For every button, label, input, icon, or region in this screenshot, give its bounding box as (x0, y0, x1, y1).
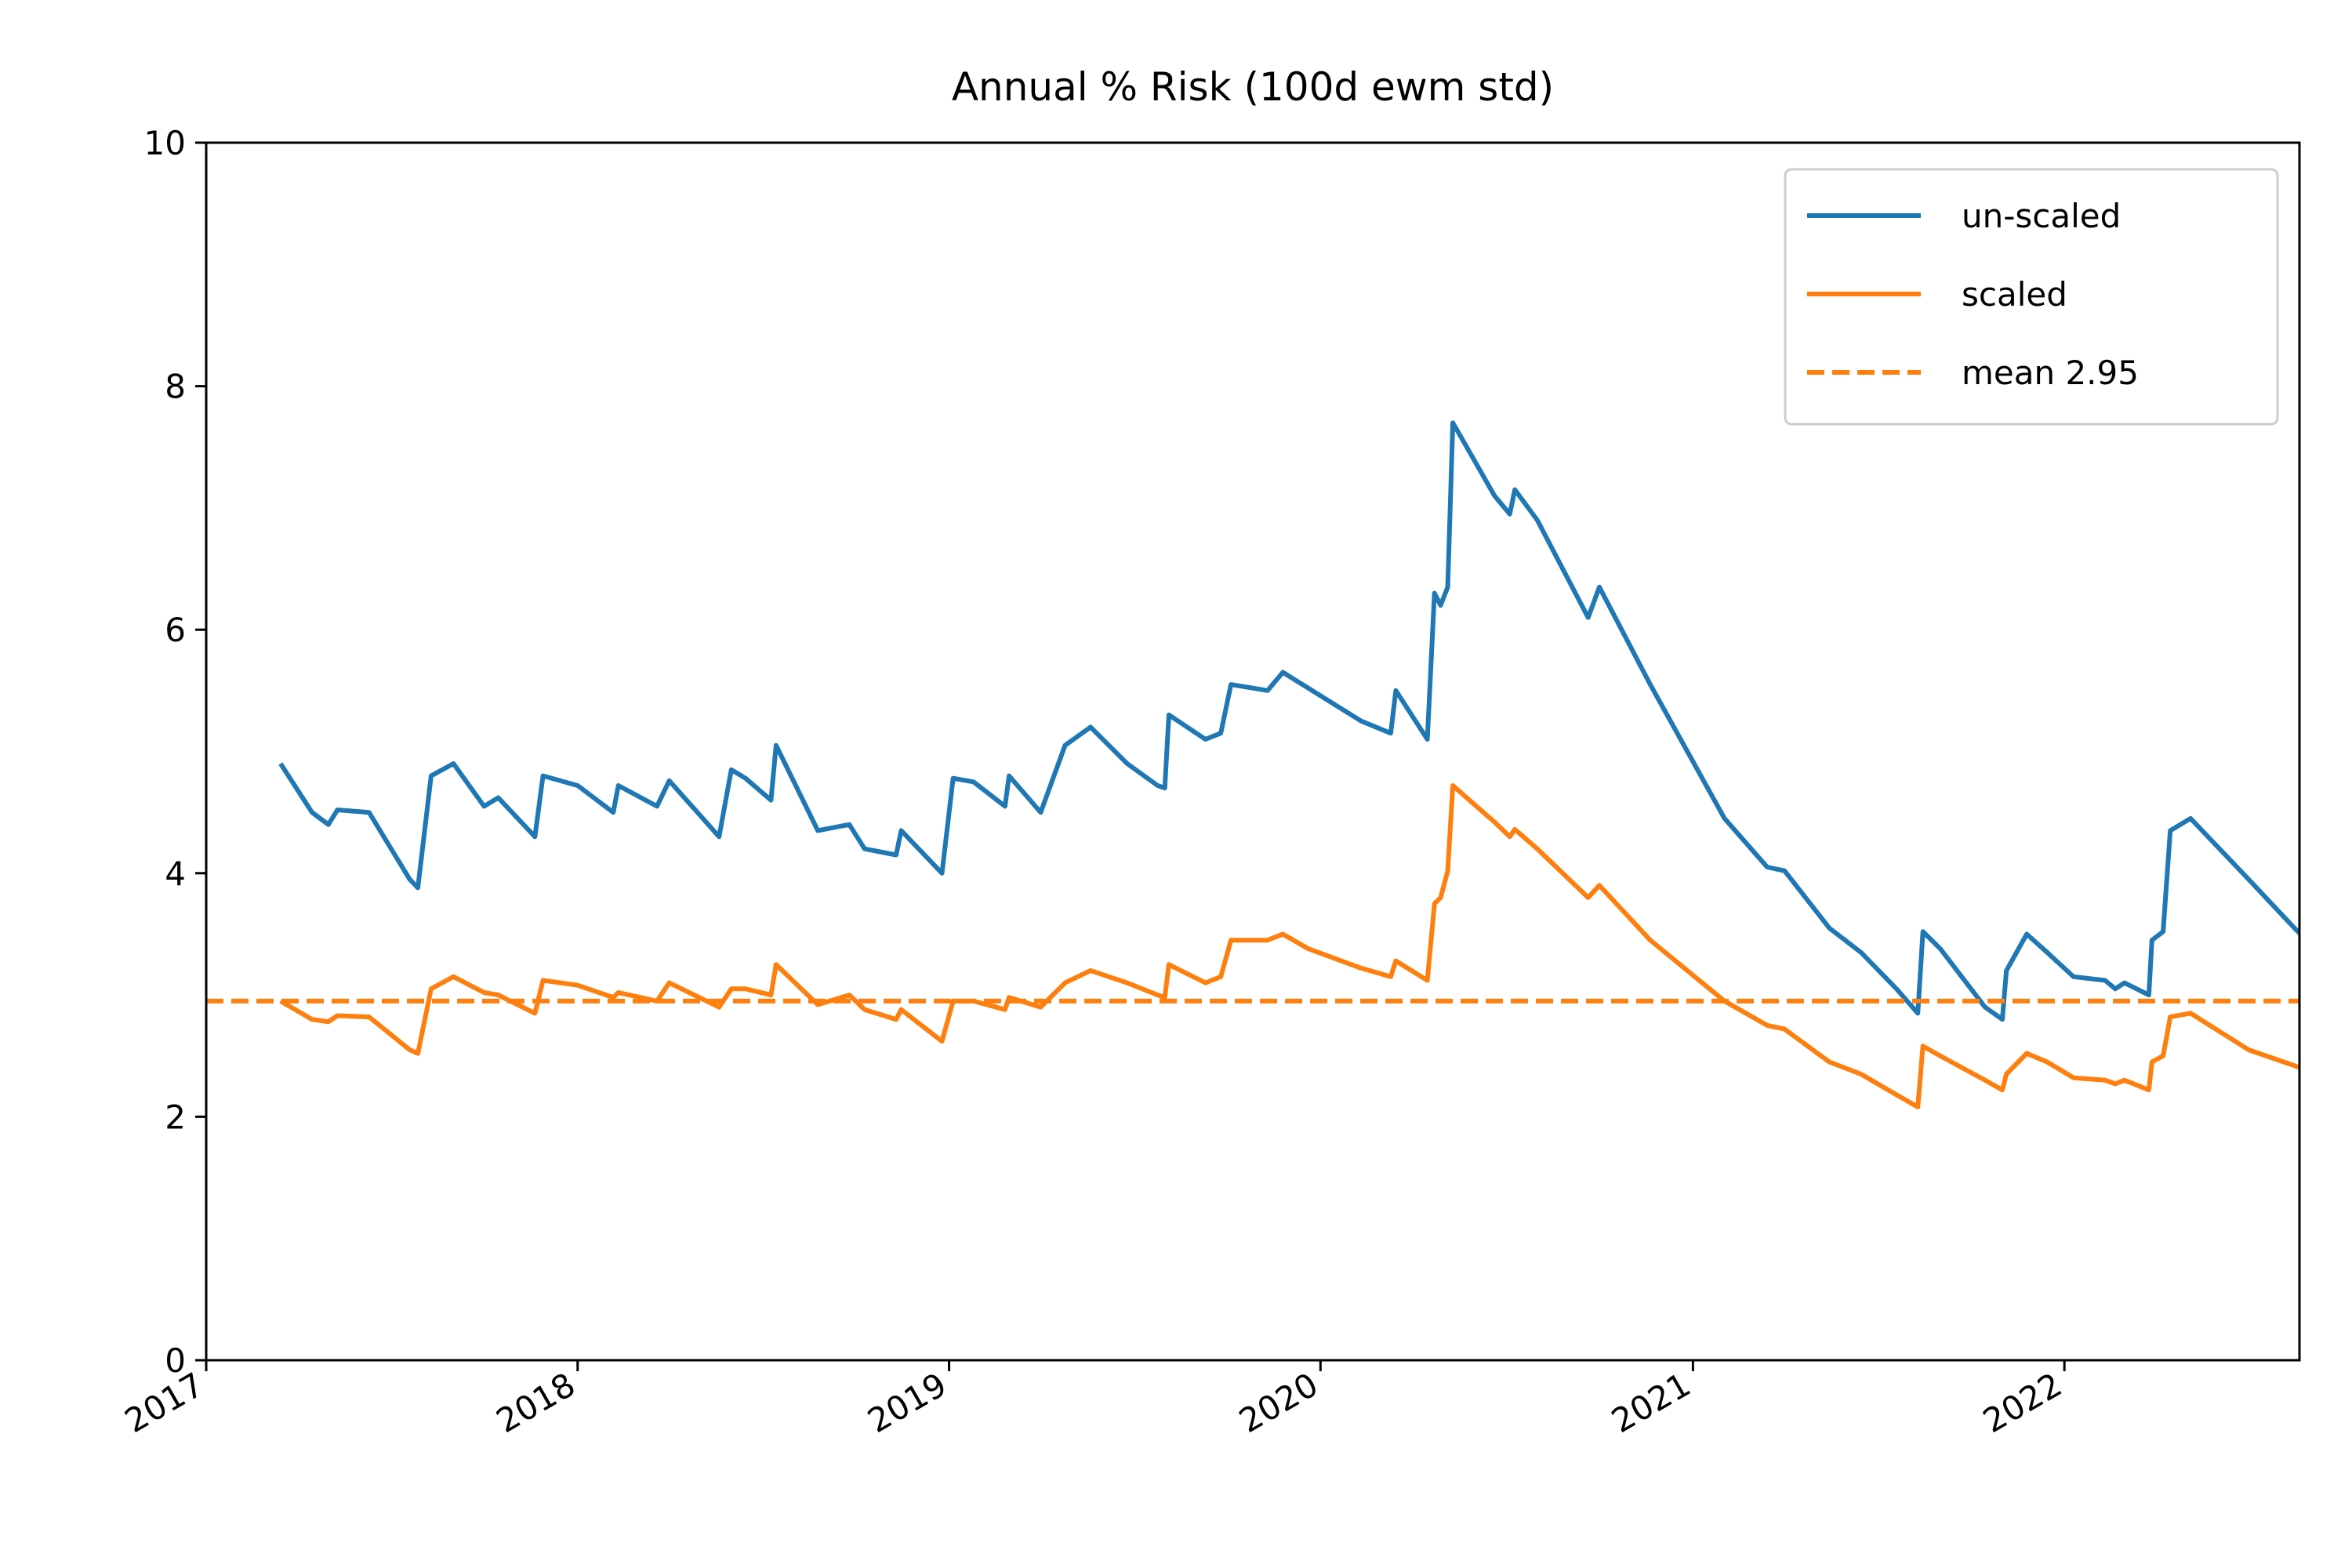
legend-entries: un-scaled scaled mean 2.95 (1807, 197, 2139, 392)
legend-label: mean 2.95 (1962, 354, 2139, 392)
y-tick-label: 8 (165, 368, 186, 406)
y-tick-label: 6 (165, 611, 186, 649)
series-line-1 (279, 783, 2299, 1109)
y-tick-label: 0 (165, 1341, 186, 1380)
legend-box (1784, 168, 2279, 426)
y-axis: 0 2 4 6 8 10 (144, 124, 206, 1380)
y-tick-label: 4 (165, 855, 186, 893)
plot-frame (205, 141, 2301, 1362)
series-layer (206, 420, 2299, 1109)
legend-label: scaled (1962, 275, 2067, 314)
legend-label: un-scaled (1962, 197, 2121, 235)
series-line-0 (278, 420, 2299, 1022)
y-tick-label: 10 (144, 124, 186, 162)
chart-title: Annual % Risk (100d ewm std) (952, 64, 1554, 110)
legend: un-scaled scaled mean 2.95 (1784, 168, 2279, 426)
y-tick-label: 2 (165, 1098, 186, 1136)
